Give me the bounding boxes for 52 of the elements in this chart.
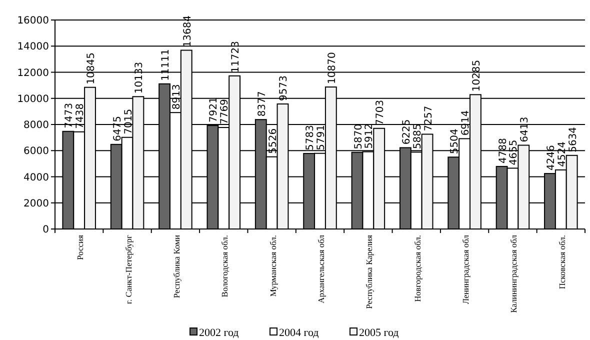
data-label: 5783 — [305, 125, 316, 150]
data-label: 8377 — [256, 91, 268, 117]
legend-label: 2002 год — [199, 327, 240, 339]
y-tick-label: 6000 — [24, 146, 49, 158]
data-label: 11111 — [160, 49, 172, 81]
x-tick-label: Ленинградская обл — [460, 234, 471, 304]
legend-label: 2004 год — [279, 327, 320, 339]
x-tick-label: Россия — [75, 234, 86, 260]
x-tick-label: Республика Карелия — [364, 234, 374, 309]
data-label: 5885 — [412, 124, 424, 150]
y-tick-label: 10000 — [17, 94, 49, 105]
data-label: 7015 — [123, 108, 134, 134]
data-label: 5870 — [353, 124, 364, 150]
data-label: 5504 — [450, 128, 461, 154]
data-label: 10133 — [134, 62, 146, 94]
data-label: 6225 — [401, 119, 412, 145]
data-label: 5912 — [364, 123, 376, 149]
data-label: 4246 — [546, 145, 557, 171]
data-label: 9573 — [278, 76, 290, 101]
x-tick-label: Вологодская обл. — [220, 235, 230, 298]
y-tick-label: 14000 — [17, 42, 49, 53]
data-label: 5791 — [316, 124, 327, 150]
legend-label: 2005 год — [359, 327, 400, 339]
data-label: 5526 — [268, 128, 279, 154]
x-tick-label: Республика Коми — [171, 234, 182, 298]
data-label: 10845 — [86, 52, 98, 84]
x-tick-label: Архангельская обл — [316, 234, 326, 304]
data-label: 7769 — [220, 99, 231, 125]
data-label: 5634 — [568, 126, 579, 152]
y-tick-label: 12000 — [17, 68, 49, 79]
data-label: 4524 — [556, 141, 568, 167]
x-tick-label: Новгородская обл. — [412, 235, 422, 302]
data-label: 10285 — [471, 60, 482, 92]
data-label: 8913 — [171, 84, 182, 110]
y-tick-label: 0 — [42, 224, 49, 236]
y-tick-label: 8000 — [24, 120, 49, 131]
x-tick-label: г. Санкт-Петербург — [123, 234, 134, 304]
x-tick-label: Псковская обл. — [556, 235, 567, 290]
y-tick-label: 4000 — [24, 172, 49, 184]
x-tick-label: Калининградская обл — [508, 234, 519, 313]
data-label: 4655 — [508, 140, 520, 166]
data-label: 10870 — [326, 52, 338, 84]
data-label: 11723 — [230, 41, 242, 73]
x-tick-label: Мурманская обл. — [268, 235, 278, 297]
y-tick-label: 16000 — [17, 16, 49, 26]
data-label: 7257 — [423, 106, 434, 132]
y-tick-label: 2000 — [24, 198, 49, 210]
data-label: 13684 — [182, 15, 194, 48]
data-label: 7921 — [208, 97, 220, 123]
data-label: 6413 — [520, 116, 531, 142]
data-label: 4788 — [498, 138, 509, 164]
data-label: 7703 — [375, 100, 386, 126]
